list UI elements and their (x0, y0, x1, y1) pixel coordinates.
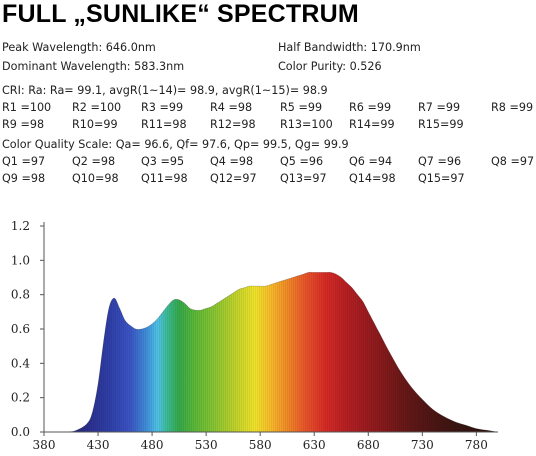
cri-value: R12=98 (210, 118, 256, 131)
cqs-value: Q2 =98 (72, 155, 116, 168)
cri-value: R3 =99 (141, 101, 184, 114)
cri-value: R9 =98 (2, 118, 45, 131)
cri-value: R14=99 (349, 118, 395, 131)
x-tick-label: 530 (195, 438, 218, 452)
y-tick-label: 1.0 (11, 253, 30, 267)
cri-value: R11=98 (141, 118, 187, 131)
cqs-value: Q15=97 (418, 172, 465, 185)
spectrum-chart: 380 430 480 530 580 630 680 730 780 0.0 0.2 0.4 0.6… (11, 219, 499, 452)
cri-header: CRI: Ra: Ra= 99.1, avgR(1~14)= 98.9, avg… (2, 84, 328, 97)
cqs-value: Q7 =96 (418, 155, 462, 168)
x-tick-label: 380 (33, 438, 56, 452)
cqs-value: Q3 =95 (141, 155, 185, 168)
cri-value: R8 =99 (491, 101, 534, 114)
x-tick-label: 580 (249, 438, 272, 452)
cqs-header: Color Quality Scale: Qa= 96.6, Qf= 97.6,… (2, 138, 349, 151)
cqs-value: Q11=98 (141, 172, 188, 185)
cri-value: R2 =100 (72, 101, 122, 114)
x-tick-label: 630 (303, 438, 326, 452)
y-ticks: 0.0 0.2 0.4 0.6 0.8 1.0 1.2 (11, 219, 44, 439)
x-tick-label: 430 (87, 438, 110, 452)
cqs-value: Q6 =94 (349, 155, 393, 168)
color-purity: Color Purity: 0.526 (278, 60, 382, 73)
spectrum-area (44, 272, 498, 433)
y-tick-label: 0.0 (11, 425, 30, 439)
cqs-value: Q10=98 (72, 172, 119, 185)
y-tick-label: 0.4 (11, 356, 30, 370)
y-tick-label: 1.2 (11, 219, 30, 233)
cqs-value: Q14=98 (349, 172, 396, 185)
cqs-value: Q12=97 (210, 172, 257, 185)
x-tick-label: 680 (357, 438, 380, 452)
cri-value: R6 =99 (349, 101, 392, 114)
page-title: FULL „SUNLIKE“ SPECTRUM (2, 0, 359, 28)
cri-value: R5 =99 (280, 101, 323, 114)
y-tick-label: 0.8 (11, 288, 30, 302)
spectrum-curve (43, 271, 499, 433)
y-tick-label: 0.2 (11, 391, 30, 405)
cri-value: R13=100 (280, 118, 333, 131)
cqs-value: Q13=97 (280, 172, 327, 185)
cri-value: R10=99 (72, 118, 118, 131)
half-bandwidth: Half Bandwidth: 170.9nm (278, 41, 421, 54)
cri-value: R15=99 (418, 118, 464, 131)
x-tick-label: 480 (141, 438, 164, 452)
x-ticks: 380 430 480 530 580 630 680 730 780 (33, 432, 488, 452)
cri-value: R1 =100 (2, 101, 52, 114)
cqs-value: Q4 =98 (210, 155, 254, 168)
peak-wavelength: Peak Wavelength: 646.0nm (2, 41, 156, 54)
x-tick-label: 730 (411, 438, 434, 452)
cri-value: R7 =99 (418, 101, 461, 114)
dominant-wavelength: Dominant Wavelength: 583.3nm (2, 60, 185, 73)
x-tick-label: 780 (465, 438, 488, 452)
cqs-value: Q1 =97 (2, 155, 46, 168)
y-tick-label: 0.6 (11, 322, 30, 336)
cqs-value: Q5 =96 (280, 155, 324, 168)
cqs-value: Q8 =97 (491, 155, 535, 168)
cqs-value: Q9 =98 (2, 172, 46, 185)
cri-value: R4 =98 (210, 101, 253, 114)
